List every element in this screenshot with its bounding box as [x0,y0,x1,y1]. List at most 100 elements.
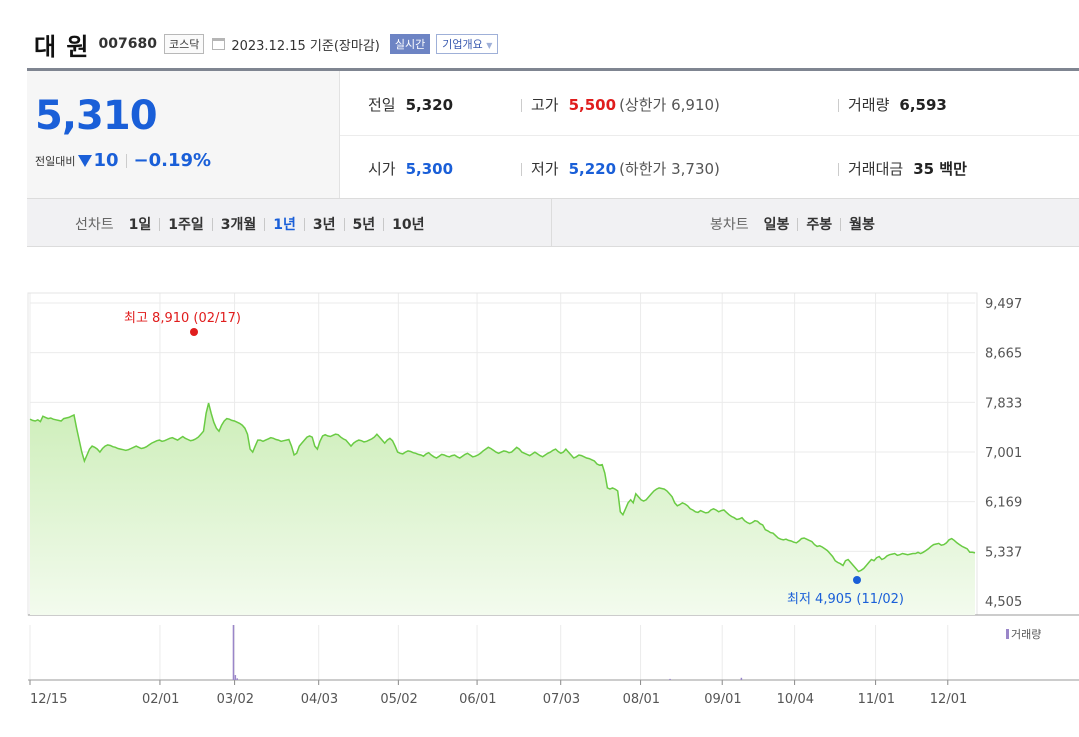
low-annotation: 최저 4,905 (11/02) [787,592,904,607]
tab-divider [159,217,161,231]
x-tick-label: 03/02 [217,692,254,707]
realtime-button[interactable]: 실시간 [389,34,431,54]
tab-divider [264,217,266,231]
corp-info-label: 기업개요 [442,38,483,51]
stat-low: 저가 5,220 (하한가 3,730) [531,158,720,179]
volume-bar [236,678,238,680]
stat-divider [838,163,839,176]
price-line [29,402,976,573]
stat-lower-limit: (하한가 3,730) [619,160,720,178]
stat-low-label: 저가 [531,160,559,178]
y-tick-label: 9,497 [985,297,1022,312]
tab-bar-divider [551,199,552,246]
stat-amount: 거래대금 35 백만 [848,158,967,179]
volume-legend-swatch [1006,629,1009,639]
x-tick-label: 04/03 [301,692,338,707]
stat-divider [838,99,839,112]
stat-divider [521,99,522,112]
y-tick-label: 7,001 [985,446,1022,461]
stat-volume: 거래량 6,593 [848,94,947,115]
stat-open: 시가 5,300 [368,158,453,179]
change-value: 10 [93,150,119,171]
x-tick-label: 10/04 [777,692,814,707]
y-tick-label: 8,665 [985,347,1022,362]
stat-low-value: 5,220 [568,159,617,178]
tab-5y[interactable]: 5년 [352,217,376,233]
tab-1d[interactable]: 1일 [128,217,152,233]
tab-divider [343,217,345,231]
stats-grid: 전일 5,320 고가 5,500 (상한가 6,910) 거래량 6,593 … [340,71,1079,198]
chart-tab-bar: 선차트 1일 1주일 3개월 1년 3년 5년 10년 봉차트 일봉 주봉 월봉 [27,198,1079,247]
stat-high-label: 고가 [531,96,559,114]
volume-legend-label: 거래량 [1011,628,1041,641]
tab-divider [840,217,842,231]
tab-weekly[interactable]: 주봉 [806,217,833,233]
stock-name: 대 원 [34,32,90,61]
tab-3m[interactable]: 3개월 [220,217,257,233]
stock-header: 대 원 007680 코스닥 2023.12.15 기준(장마감) 실시간 기업… [34,28,499,61]
stat-prev-label: 전일 [368,96,396,114]
stat-prev: 전일 5,320 [368,94,453,115]
market-badge: 코스닥 [163,34,205,54]
stat-volume-label: 거래량 [848,96,890,114]
tab-daily[interactable]: 일봉 [763,217,790,233]
stat-divider [521,163,522,176]
stat-amount-label: 거래대금 [848,160,904,178]
x-tick-label: 06/01 [459,692,496,707]
candle-chart-tabs: 봉차트 일봉 주봉 월봉 [710,214,875,234]
stock-code: 007680 [98,36,157,52]
volume-bar [234,675,237,680]
high-annotation: 최고 8,910 (02/17) [124,311,241,326]
change-percent: −0.19% [133,150,212,171]
y-tick-label: 6,169 [985,496,1022,511]
y-tick-label: 7,833 [985,396,1022,411]
stat-amount-value: 35 백만 [913,160,967,178]
calendar-icon [212,38,226,50]
tab-1w[interactable]: 1주일 [168,217,204,233]
chevron-down-icon: ▼ [486,41,493,50]
down-arrow-icon [78,154,93,167]
tab-divider [383,217,385,231]
price-area-fill [30,403,975,615]
x-tick-label: 08/01 [623,692,660,707]
price-change: 전일대비 10 −0.19% [35,150,211,171]
tab-1y[interactable]: 1년 [273,217,296,233]
stat-high: 고가 5,500 (상한가 6,910) [531,94,720,115]
candle-chart-label: 봉차트 [710,217,749,233]
base-date: 2023.12.15 기준(장마감) [231,38,380,54]
volume-bar [740,677,743,680]
x-tick-label: 12/15 [30,692,67,707]
stats-row-divider [340,135,1079,136]
x-tick-label: 05/02 [380,692,417,707]
tab-monthly[interactable]: 월봉 [849,217,875,233]
low-marker [853,576,861,584]
tab-divider [797,217,799,231]
stat-high-value: 5,500 [568,95,617,114]
x-tick-label: 07/03 [543,692,580,707]
stat-prev-value: 5,320 [405,95,454,114]
corp-info-dropdown[interactable]: 기업개요 ▼ [436,34,499,54]
high-marker [190,328,198,336]
stat-open-label: 시가 [368,160,396,178]
y-tick-label: 4,505 [985,595,1022,610]
x-tick-label: 02/01 [142,692,179,707]
line-chart-label: 선차트 [75,217,114,233]
volume-bar [232,625,235,680]
volume-bar [669,678,671,680]
stat-volume-value: 6,593 [899,95,947,114]
current-price: 5,310 [35,93,158,139]
stat-open-value: 5,300 [405,159,454,178]
tab-10y[interactable]: 10년 [392,217,425,233]
line-chart-tabs: 선차트 1일 1주일 3개월 1년 3년 5년 10년 [75,214,425,234]
x-tick-label: 11/01 [858,692,895,707]
y-tick-label: 5,337 [985,545,1022,560]
x-tick-label: 12/01 [930,692,967,707]
change-label: 전일대비 [35,154,76,168]
price-box: 5,310 전일대비 10 −0.19% [27,71,340,198]
tab-divider [211,217,213,231]
header-divider [27,68,1079,71]
tab-3y[interactable]: 3년 [312,217,336,233]
x-tick-label: 09/01 [704,692,741,707]
change-divider [125,153,127,168]
